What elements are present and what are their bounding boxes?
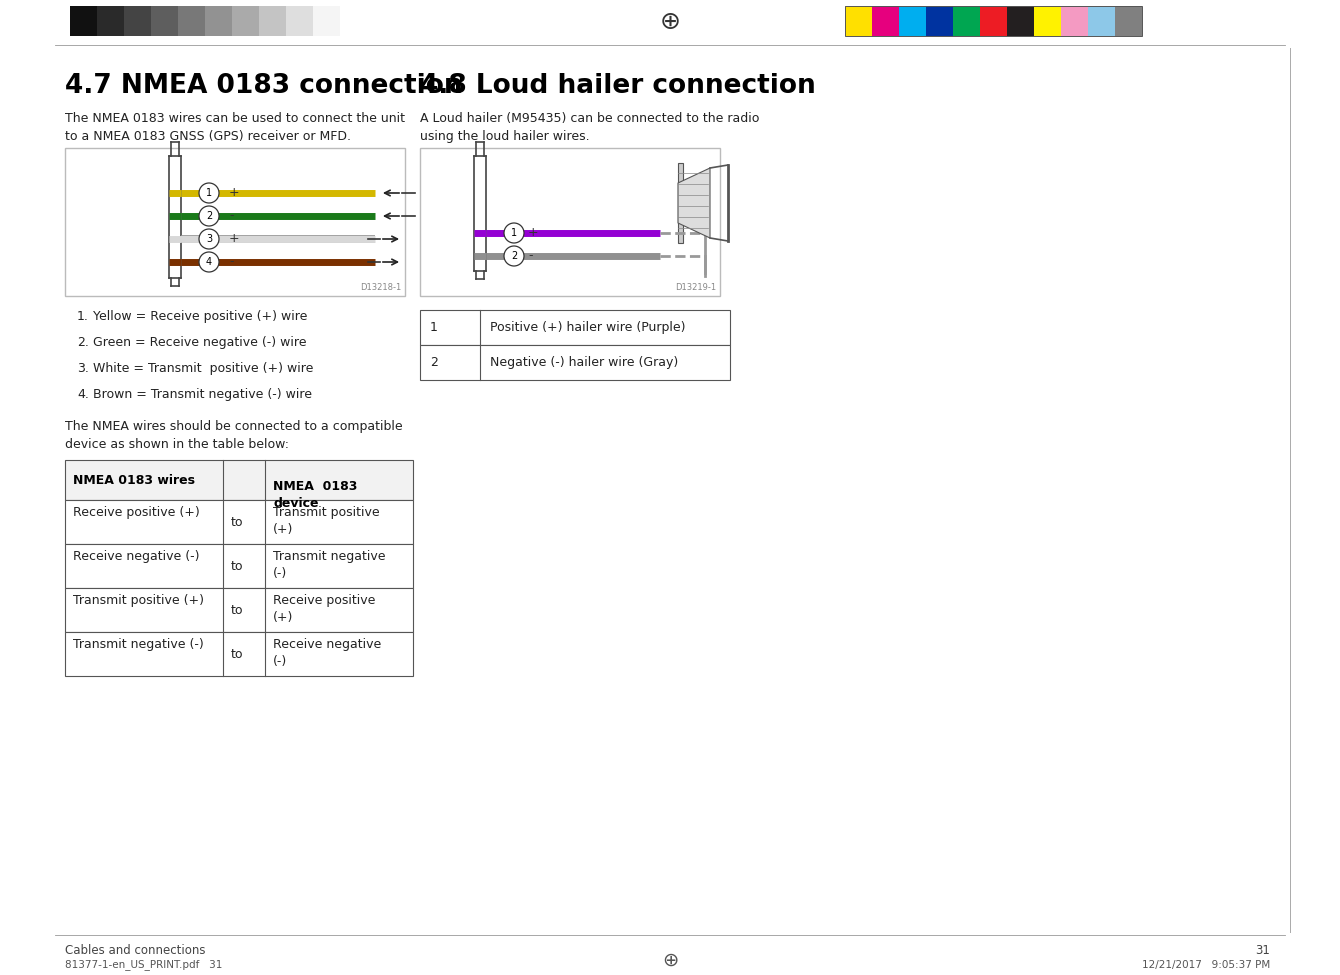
Text: Receive positive (+): Receive positive (+) xyxy=(72,506,200,519)
Text: Brown = Transmit negative (-) wire: Brown = Transmit negative (-) wire xyxy=(92,388,312,401)
Bar xyxy=(232,6,259,36)
Text: Negative (-) hailer wire (Gray): Negative (-) hailer wire (Gray) xyxy=(490,356,678,369)
Circle shape xyxy=(504,246,524,266)
Bar xyxy=(899,6,926,36)
Text: 4: 4 xyxy=(206,257,212,267)
Bar xyxy=(178,6,205,36)
Bar xyxy=(846,6,1142,36)
Bar xyxy=(66,460,413,500)
Bar xyxy=(66,500,413,544)
Text: Cables and connections: Cables and connections xyxy=(66,944,205,956)
Bar xyxy=(419,345,730,380)
Bar xyxy=(259,6,285,36)
Text: to: to xyxy=(230,560,244,572)
Bar xyxy=(66,544,413,588)
Text: Transmit positive (+): Transmit positive (+) xyxy=(72,594,204,607)
Text: +: + xyxy=(528,226,539,240)
Circle shape xyxy=(200,206,218,226)
Polygon shape xyxy=(678,168,710,238)
Text: D13218-1: D13218-1 xyxy=(359,283,401,292)
Text: -: - xyxy=(229,210,233,222)
Text: Receive negative
(-): Receive negative (-) xyxy=(273,638,382,668)
Bar xyxy=(285,6,314,36)
Text: Receive positive
(+): Receive positive (+) xyxy=(273,594,375,624)
Bar xyxy=(872,6,899,36)
Text: 1.: 1. xyxy=(76,310,88,323)
Text: 2: 2 xyxy=(206,211,212,221)
Text: 2.: 2. xyxy=(76,336,88,349)
Text: 1: 1 xyxy=(206,188,212,198)
Bar xyxy=(419,310,730,345)
Text: 2: 2 xyxy=(511,251,517,261)
Bar xyxy=(419,148,720,296)
Bar xyxy=(1006,6,1034,36)
Bar xyxy=(66,632,413,676)
Text: -: - xyxy=(528,250,532,262)
Bar xyxy=(678,163,683,243)
Bar xyxy=(314,6,340,36)
Text: Receive negative (-): Receive negative (-) xyxy=(72,550,200,563)
Text: The NMEA wires should be connected to a compatible
device as shown in the table : The NMEA wires should be connected to a … xyxy=(66,420,402,451)
Bar xyxy=(151,6,178,36)
Text: 1: 1 xyxy=(430,321,438,334)
Text: 81377-1-en_US_PRINT.pdf   31: 81377-1-en_US_PRINT.pdf 31 xyxy=(66,959,222,970)
Text: 12/21/2017   9:05:37 PM: 12/21/2017 9:05:37 PM xyxy=(1142,960,1270,970)
Text: 4.8 Loud hailer connection: 4.8 Loud hailer connection xyxy=(419,73,816,99)
Text: Positive (+) hailer wire (Purple): Positive (+) hailer wire (Purple) xyxy=(490,321,686,334)
Text: 31: 31 xyxy=(1256,944,1270,956)
Text: 2: 2 xyxy=(430,356,438,369)
Circle shape xyxy=(200,252,218,272)
Bar xyxy=(125,6,151,36)
Text: Green = Receive negative (-) wire: Green = Receive negative (-) wire xyxy=(92,336,307,349)
Bar xyxy=(926,6,953,36)
Bar xyxy=(205,6,232,36)
Bar xyxy=(96,6,125,36)
Text: +: + xyxy=(229,186,240,200)
Text: to: to xyxy=(230,647,244,660)
Text: 4.: 4. xyxy=(76,388,88,401)
Text: Transmit negative
(-): Transmit negative (-) xyxy=(273,550,386,580)
Text: 4.7 NMEA 0183 connection: 4.7 NMEA 0183 connection xyxy=(66,73,462,99)
Bar xyxy=(980,6,1006,36)
Text: Transmit positive
(+): Transmit positive (+) xyxy=(273,506,379,536)
Bar xyxy=(846,6,872,36)
Text: Transmit negative (-): Transmit negative (-) xyxy=(72,638,204,651)
Text: NMEA 0183 wires: NMEA 0183 wires xyxy=(72,474,196,487)
Text: +: + xyxy=(229,232,240,246)
Text: White = Transmit  positive (+) wire: White = Transmit positive (+) wire xyxy=(92,362,314,375)
Bar xyxy=(1034,6,1061,36)
Bar xyxy=(66,588,413,632)
Circle shape xyxy=(200,183,218,203)
Text: to: to xyxy=(230,516,244,528)
Text: ⊕: ⊕ xyxy=(659,10,681,34)
Text: 3: 3 xyxy=(206,234,212,244)
Bar xyxy=(66,148,405,296)
Bar xyxy=(1088,6,1115,36)
Bar xyxy=(1115,6,1142,36)
Text: -: - xyxy=(229,255,233,268)
Text: 1: 1 xyxy=(511,228,517,238)
Text: A Loud hailer (M95435) can be connected to the radio
using the loud hailer wires: A Loud hailer (M95435) can be connected … xyxy=(419,112,760,143)
Text: to: to xyxy=(230,604,244,616)
Text: The NMEA 0183 wires can be used to connect the unit
to a NMEA 0183 GNSS (GPS) re: The NMEA 0183 wires can be used to conne… xyxy=(66,112,405,143)
Text: NMEA  0183
device: NMEA 0183 device xyxy=(273,480,358,510)
Text: D13219-1: D13219-1 xyxy=(675,283,716,292)
Bar xyxy=(70,6,96,36)
Bar xyxy=(1061,6,1088,36)
Circle shape xyxy=(200,229,218,249)
Text: ⊕: ⊕ xyxy=(662,951,678,969)
Circle shape xyxy=(504,223,524,243)
Bar xyxy=(953,6,980,36)
Text: 3.: 3. xyxy=(76,362,88,375)
Text: Yellow = Receive positive (+) wire: Yellow = Receive positive (+) wire xyxy=(92,310,307,323)
